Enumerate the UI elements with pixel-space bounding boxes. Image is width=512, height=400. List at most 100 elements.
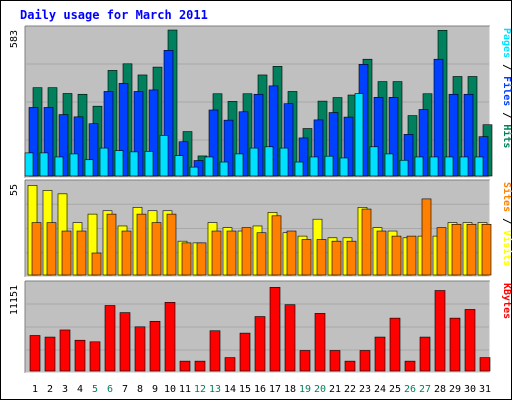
bar-sites-day-30 — [466, 223, 477, 276]
bar-pages-day-12 — [189, 166, 199, 177]
day-label-1: 1 — [32, 384, 38, 395]
bar-sites-day-28 — [436, 227, 447, 276]
bar-kbytes-day-21 — [329, 350, 341, 372]
bar-pages-day-15 — [234, 153, 244, 177]
bar-files-day-19 — [298, 137, 309, 177]
bar-sites-day-20 — [316, 239, 327, 276]
bar-sites-day-2 — [46, 222, 57, 276]
bar-sites-day-22 — [346, 240, 357, 276]
bar-sites-day-15 — [241, 227, 252, 276]
bar-kbytes-day-25 — [389, 317, 401, 372]
bar-sites-day-19 — [301, 239, 312, 276]
bar-files-day-14 — [223, 119, 234, 177]
day-label-26: 26 — [404, 384, 416, 395]
bar-pages-day-6 — [99, 147, 109, 177]
y-max-label: 55 — [9, 184, 20, 196]
day-label-31: 31 — [479, 384, 491, 395]
bar-pages-day-11 — [174, 155, 184, 177]
bar-pages-day-19 — [294, 161, 304, 177]
day-label-29: 29 — [449, 384, 461, 395]
bar-pages-day-14 — [219, 161, 229, 177]
bar-sites-day-26 — [406, 235, 417, 276]
bar-sites-day-14 — [226, 230, 237, 276]
bar-files-day-17 — [268, 85, 279, 177]
chart-title: Daily usage for March 2011 — [20, 8, 208, 22]
day-label-2: 2 — [47, 384, 53, 395]
day-label-27: 27 — [419, 384, 431, 395]
day-label-24: 24 — [374, 384, 386, 395]
legend-entry: Pages — [501, 28, 512, 58]
bar-kbytes-day-6 — [104, 305, 116, 372]
bar-kbytes-day-18 — [284, 304, 296, 372]
legend-entry: Hits — [501, 124, 512, 148]
bar-files-day-26 — [403, 134, 414, 177]
bar-pages-day-26 — [399, 159, 409, 177]
bar-pages-day-5 — [84, 159, 94, 177]
bar-sites-day-21 — [331, 240, 342, 276]
bar-files-day-5 — [88, 123, 99, 177]
bar-kbytes-day-8 — [134, 326, 146, 372]
bar-files-day-9 — [148, 89, 159, 177]
bar-pages-day-30 — [459, 156, 469, 177]
bar-pages-day-23 — [354, 93, 364, 177]
bar-pages-day-1 — [24, 152, 34, 177]
bar-files-day-7 — [118, 83, 129, 177]
bar-kbytes-day-19 — [299, 350, 311, 372]
bar-pages-day-3 — [54, 156, 64, 177]
day-label-7: 7 — [122, 384, 128, 395]
bar-kbytes-day-9 — [149, 320, 161, 372]
y-max-label: 11151 — [9, 285, 20, 315]
day-label-4: 4 — [77, 384, 83, 395]
bar-pages-day-4 — [69, 153, 79, 177]
legend-entry: / — [501, 58, 512, 76]
panel-legend: KBytes — [501, 283, 512, 319]
bar-files-day-2 — [43, 107, 54, 177]
bar-kbytes-day-24 — [374, 336, 386, 372]
day-label-28: 28 — [434, 384, 446, 395]
panel-kbytes: 11151 KBytes — [9, 280, 512, 374]
bar-sites-day-1 — [31, 222, 42, 276]
day-label-8: 8 — [137, 384, 143, 395]
bar-pages-day-18 — [279, 147, 289, 177]
bar-files-day-21 — [328, 112, 339, 177]
day-label-14: 14 — [224, 384, 236, 395]
bar-pages-day-24 — [369, 146, 379, 177]
bar-kbytes-day-26 — [404, 360, 416, 372]
bar-files-day-8 — [133, 91, 144, 177]
bar-sites-day-31 — [481, 223, 492, 276]
bar-kbytes-day-13 — [209, 330, 221, 372]
bar-kbytes-day-29 — [449, 317, 461, 372]
bar-sites-day-12 — [196, 242, 207, 276]
bar-sites-day-4 — [76, 230, 87, 276]
bar-sites-day-13 — [211, 230, 222, 276]
day-label-9: 9 — [152, 384, 158, 395]
bar-sites-day-23 — [361, 208, 372, 276]
bar-pages-day-28 — [429, 156, 439, 177]
day-label-16: 16 — [254, 384, 266, 395]
bar-kbytes-day-10 — [164, 302, 176, 372]
bar-sites-day-27 — [421, 198, 432, 276]
bar-kbytes-day-27 — [419, 336, 431, 372]
day-label-3: 3 — [62, 384, 68, 395]
bar-pages-day-17 — [264, 146, 274, 177]
bar-pages-day-29 — [444, 156, 454, 177]
day-label-10: 10 — [164, 384, 176, 395]
bar-pages-day-8 — [129, 151, 139, 177]
legend-entry: Files — [501, 76, 512, 106]
bar-files-day-18 — [283, 103, 294, 177]
bar-pages-day-16 — [249, 147, 259, 177]
bar-files-day-24 — [373, 97, 384, 177]
bar-kbytes-day-28 — [434, 290, 446, 372]
bar-pages-day-31 — [474, 156, 484, 177]
bar-sites-day-5 — [91, 252, 102, 276]
bar-pages-day-25 — [384, 153, 394, 177]
bar-sites-day-25 — [391, 235, 402, 276]
bar-files-day-1 — [28, 107, 39, 177]
bar-files-day-29 — [448, 93, 459, 177]
legend-entry: KBytes — [501, 283, 512, 319]
bar-kbytes-day-20 — [314, 313, 326, 372]
bar-sites-day-7 — [121, 230, 132, 276]
bar-sites-day-8 — [136, 213, 147, 276]
day-label-25: 25 — [389, 384, 401, 395]
